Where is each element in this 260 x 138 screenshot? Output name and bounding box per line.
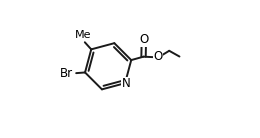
Text: O: O: [139, 34, 148, 47]
Text: Br: Br: [60, 67, 73, 80]
Text: O: O: [153, 50, 163, 63]
Text: N: N: [122, 77, 131, 90]
Text: Me: Me: [75, 30, 91, 40]
